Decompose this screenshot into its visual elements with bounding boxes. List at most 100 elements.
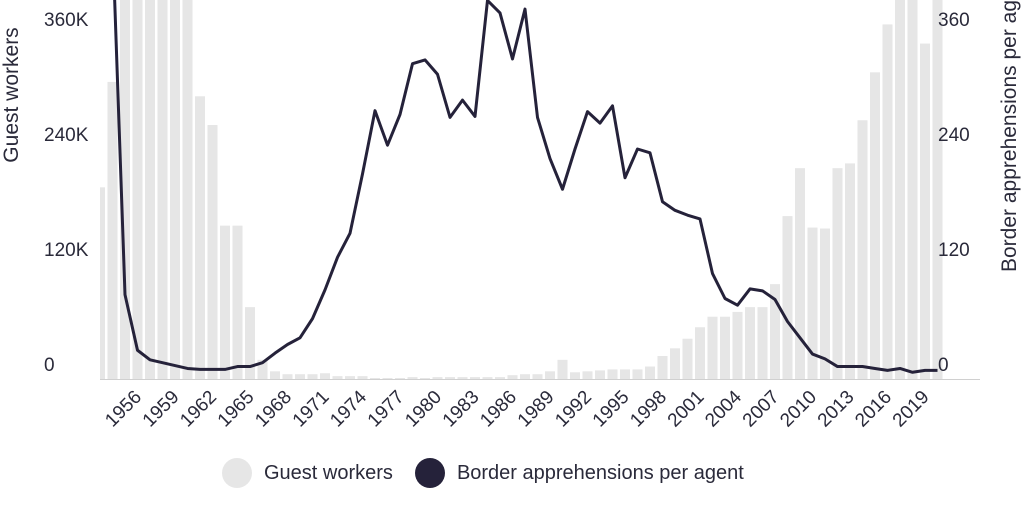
x-tick-2013: 2013 xyxy=(814,387,859,432)
right-tick-240: 240 xyxy=(938,125,970,146)
bar-1998 xyxy=(657,356,668,379)
bar-1984 xyxy=(482,377,493,379)
bar-2013 xyxy=(845,163,855,380)
x-tick-1956: 1956 xyxy=(101,387,146,432)
left-tick-0: 0 xyxy=(44,355,55,376)
x-tick-1992: 1992 xyxy=(551,387,596,432)
bar-1992 xyxy=(582,371,593,379)
x-tick-2010: 2010 xyxy=(776,387,821,432)
bar-1981 xyxy=(445,377,455,379)
legend: Guest workers Border apprehensions per a… xyxy=(222,458,766,488)
x-tick-2001: 2001 xyxy=(664,387,709,432)
bar-1953 xyxy=(100,187,105,379)
bar-2006 xyxy=(757,307,768,380)
bar-1973 xyxy=(345,376,355,380)
bar-2001 xyxy=(695,327,705,379)
right-tick-0: 0 xyxy=(938,355,949,376)
bar-2002 xyxy=(707,316,718,379)
bar-1961 xyxy=(195,96,205,379)
bar-1989 xyxy=(545,371,555,379)
right-axis-ticks: 0 120 240 360 xyxy=(938,10,970,376)
bar-series-guest-workers xyxy=(100,0,943,380)
bar-1976 xyxy=(382,378,393,379)
bar-1997 xyxy=(645,366,655,379)
legend-label-border-apprehensions: Border apprehensions per agent xyxy=(456,461,744,484)
x-tick-1968: 1968 xyxy=(251,387,296,432)
bar-1979 xyxy=(420,378,430,379)
bar-1980 xyxy=(432,377,443,379)
bar-2009 xyxy=(795,168,805,379)
bar-2016 xyxy=(882,24,893,379)
bar-1959 xyxy=(170,0,180,380)
bar-1983 xyxy=(470,377,480,379)
x-tick-2016: 2016 xyxy=(851,387,896,432)
right-axis-title: Border apprehensions per agent xyxy=(998,0,1021,272)
bar-1982 xyxy=(457,377,468,379)
bar-1970 xyxy=(307,374,318,379)
bar-1969 xyxy=(295,374,305,379)
bar-1995 xyxy=(620,369,630,379)
bar-2018 xyxy=(907,0,918,379)
bar-1978 xyxy=(407,377,418,379)
bar-1967 xyxy=(270,371,280,379)
left-tick-360K: 360K xyxy=(44,10,89,31)
bar-2012 xyxy=(832,168,843,379)
x-tick-1980: 1980 xyxy=(401,387,446,432)
right-tick-120: 120 xyxy=(938,240,970,261)
bar-2003 xyxy=(720,316,730,379)
bar-2017 xyxy=(895,0,905,380)
legend-swatch-border-apprehensions xyxy=(414,458,445,488)
x-tick-1986: 1986 xyxy=(476,387,521,432)
x-tick-1974: 1974 xyxy=(326,386,371,431)
x-tick-1971: 1971 xyxy=(289,387,334,432)
apprehensions-line xyxy=(113,0,938,374)
bar-1956 xyxy=(132,0,143,379)
bar-1966 xyxy=(257,359,268,379)
legend-item-border-apprehensions: Border apprehensions per agent xyxy=(414,458,744,488)
bar-1965 xyxy=(245,307,255,380)
legend-swatch-guest-workers xyxy=(222,458,252,488)
x-tick-2007: 2007 xyxy=(739,387,784,432)
bar-1972 xyxy=(332,376,343,380)
bar-1991 xyxy=(570,372,580,379)
bar-2020 xyxy=(932,0,943,379)
bar-2004 xyxy=(732,311,743,379)
bar-1987 xyxy=(520,374,530,379)
legend-label-guest-workers: Guest workers xyxy=(264,461,393,484)
bar-1958 xyxy=(157,0,168,380)
x-tick-1989: 1989 xyxy=(514,387,559,432)
bar-1955 xyxy=(120,0,130,379)
x-axis-ticks: 1956195919621965196819711974197719801983… xyxy=(101,386,933,431)
x-tick-2019: 2019 xyxy=(889,387,934,432)
bar-2019 xyxy=(920,43,930,379)
x-tick-1965: 1965 xyxy=(214,387,259,432)
bar-1964 xyxy=(232,225,243,379)
bar-1960 xyxy=(182,0,193,379)
bar-1990 xyxy=(557,359,568,379)
left-axis-title: Guest workers xyxy=(0,27,23,162)
legend-item-guest-workers: Guest workers xyxy=(222,458,393,488)
bar-1977 xyxy=(395,378,405,379)
bar-2014 xyxy=(857,120,868,379)
bar-1975 xyxy=(370,378,380,379)
bar-1971 xyxy=(320,373,330,379)
x-tick-1977: 1977 xyxy=(364,387,409,432)
bar-2005 xyxy=(745,307,755,380)
bar-2010 xyxy=(807,227,818,379)
bar-1993 xyxy=(595,370,605,380)
line-series-border-apprehensions xyxy=(113,0,938,374)
bar-1954 xyxy=(107,81,118,380)
right-tick-360: 360 xyxy=(938,10,970,31)
bar-2015 xyxy=(870,72,880,379)
x-tick-1959: 1959 xyxy=(139,387,184,432)
x-tick-1983: 1983 xyxy=(439,387,484,432)
x-tick-2004: 2004 xyxy=(701,386,746,431)
bar-2011 xyxy=(820,228,830,379)
bar-1986 xyxy=(507,375,518,379)
bar-1968 xyxy=(282,374,293,379)
bar-1994 xyxy=(607,369,618,379)
bar-1999 xyxy=(670,348,680,379)
bar-1996 xyxy=(632,369,643,379)
left-axis-ticks: 0 120K 240K 360K xyxy=(44,10,89,376)
